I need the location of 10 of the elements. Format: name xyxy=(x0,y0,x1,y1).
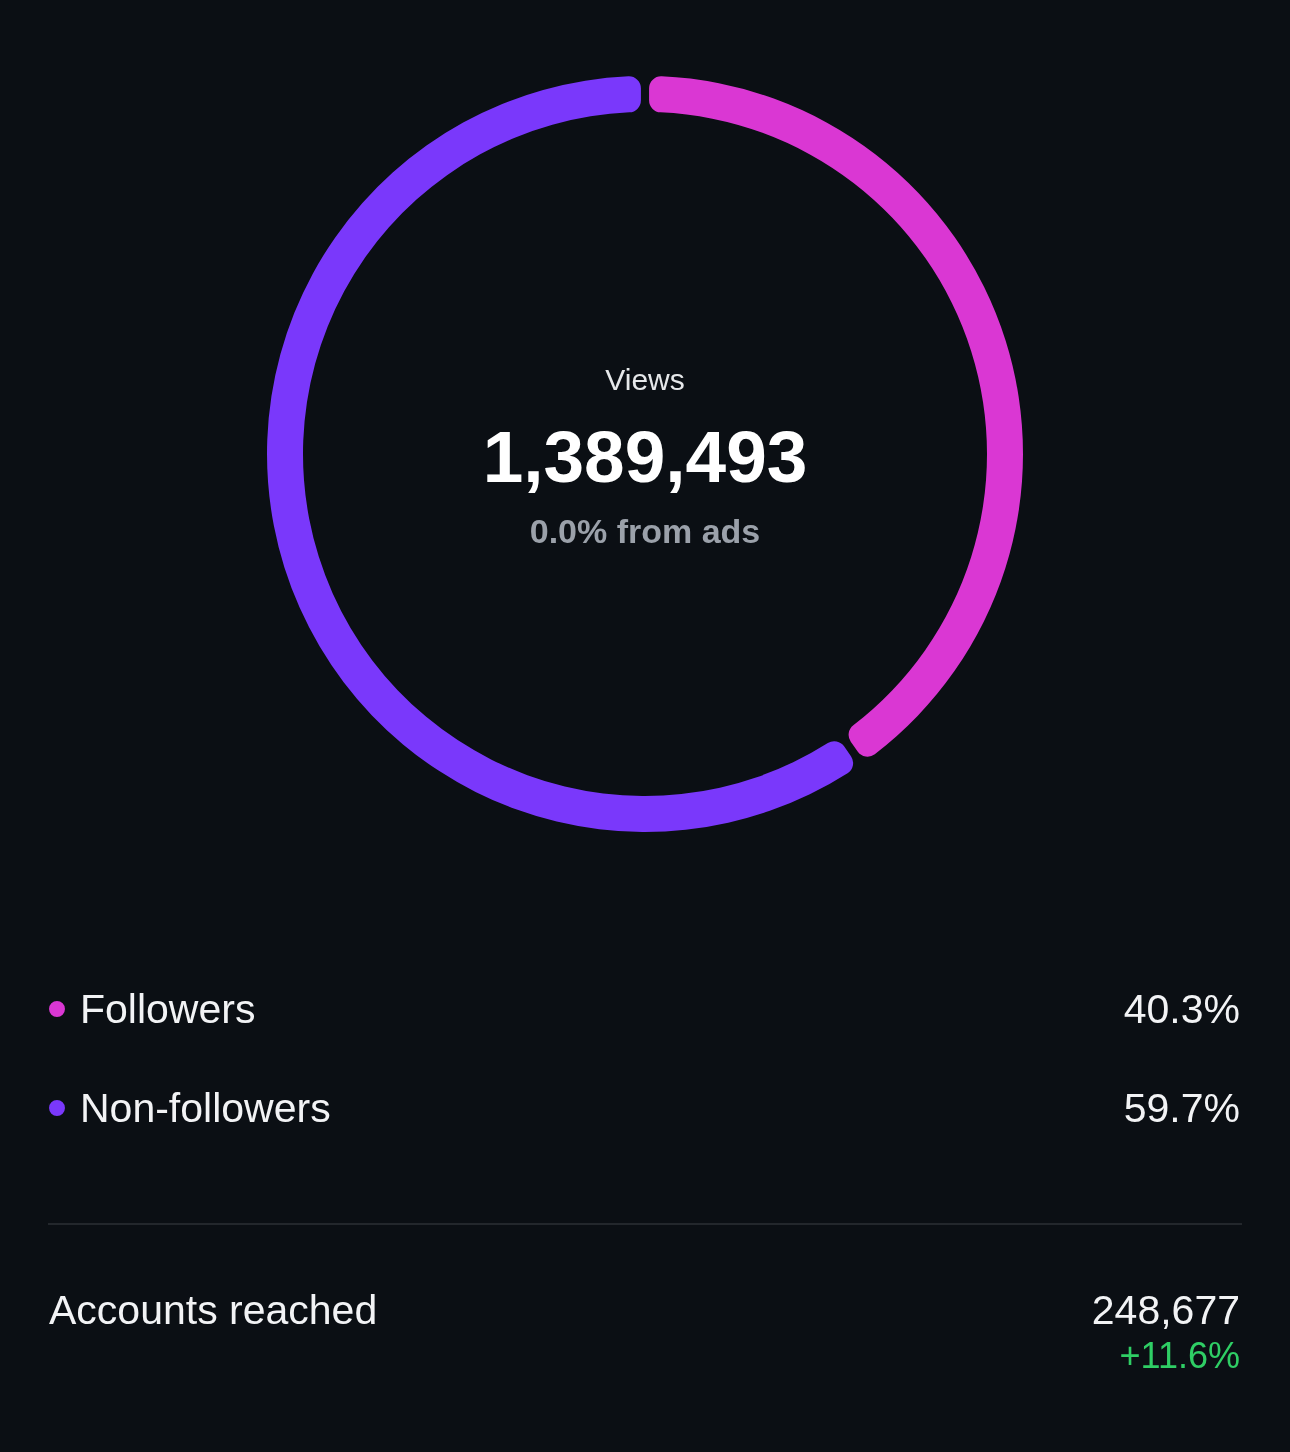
text: Views xyxy=(605,363,685,396)
text: +11.6% xyxy=(1119,1335,1240,1376)
text: 0.0% from ads xyxy=(529,512,761,550)
legend-label: Non-followers xyxy=(80,1085,331,1131)
text: 248,677 xyxy=(1091,1287,1240,1333)
data-label: 40.3% xyxy=(1123,986,1240,1032)
text: 1,389,493 xyxy=(482,416,808,497)
text: Accounts reached xyxy=(49,1287,378,1333)
data-label: 59.7% xyxy=(1123,1085,1240,1131)
legend-label: Followers xyxy=(80,986,256,1032)
